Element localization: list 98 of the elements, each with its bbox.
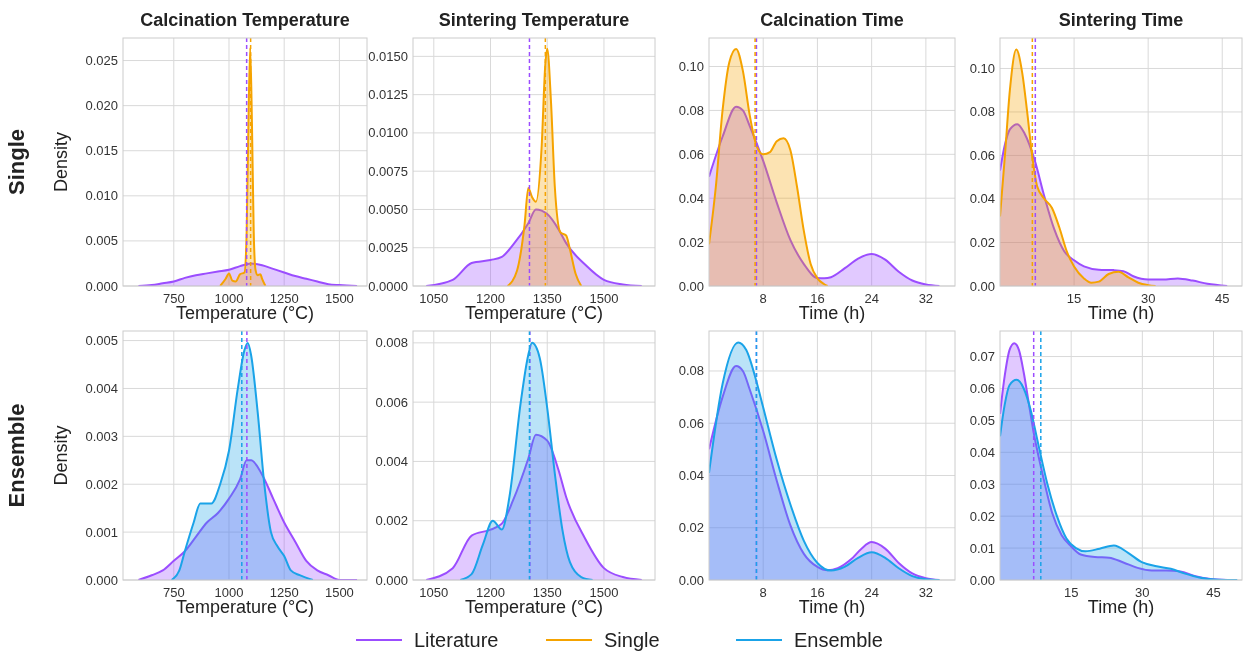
x-axis-title: Time (h) <box>1087 303 1155 323</box>
y-tick-label: 0.020 <box>85 98 118 114</box>
x-tick-label: 1500 <box>324 585 354 600</box>
y-tick-label: 0.005 <box>85 333 118 349</box>
y-tick-label: 0.06 <box>969 380 995 396</box>
x-tick-label: 30 <box>1140 291 1156 306</box>
y-tick-label: 0.000 <box>375 572 408 588</box>
x-tick-label: 1500 <box>589 291 619 306</box>
x-tick-label: 750 <box>162 291 185 306</box>
y-tick-label: 0.000 <box>85 278 118 294</box>
x-tick-label: 15 <box>1066 291 1082 306</box>
y-tick-label: 0.04 <box>969 444 995 460</box>
x-tick-label: 1200 <box>476 291 505 306</box>
y-tick-label: 0.02 <box>969 508 995 524</box>
y-tick-label: 0.015 <box>85 143 118 159</box>
y-tick-label: 0.002 <box>375 513 408 529</box>
y-tick-label: 0.0075 <box>368 163 408 179</box>
x-tick-label: 32 <box>918 585 934 600</box>
x-tick-label: 16 <box>810 585 825 600</box>
y-tick-label: 0.003 <box>85 428 118 444</box>
y-tick-label: 0.06 <box>678 146 704 162</box>
x-axis-title: Time (h) <box>1087 597 1155 617</box>
chart-title: Calcination Time <box>760 10 904 30</box>
y-tick-label: 0.03 <box>969 476 995 492</box>
chart-title: Sintering Time <box>1058 10 1184 30</box>
x-tick-label: 1050 <box>419 585 449 600</box>
x-tick-label: 1350 <box>532 585 562 600</box>
y-tick-label: 0.04 <box>678 190 704 206</box>
x-tick-label: 30 <box>1135 585 1150 600</box>
legend-label: Ensemble <box>794 629 883 651</box>
y-tick-label: 0.06 <box>969 147 995 163</box>
y-axis-title: Density <box>51 425 71 486</box>
y-tick-label: 0.0000 <box>368 278 408 294</box>
y-tick-label: 0.10 <box>969 60 995 76</box>
y-tick-label: 0.08 <box>678 102 704 118</box>
x-tick-label: 32 <box>918 291 934 306</box>
text: Ensemble <box>4 403 29 508</box>
y-tick-label: 0.08 <box>678 363 704 379</box>
y-tick-label: 0.008 <box>375 335 408 351</box>
x-axis-title: Time (h) <box>798 303 866 323</box>
y-tick-label: 0.001 <box>85 524 118 540</box>
y-tick-label: 0.01 <box>969 540 995 556</box>
x-tick-label: 1200 <box>476 585 505 600</box>
x-tick-label: 16 <box>810 291 825 306</box>
x-tick-label: 1000 <box>214 291 244 306</box>
x-axis-title: Temperature (°C) <box>175 597 315 617</box>
legend-label: Literature <box>414 629 499 651</box>
chart-title: Calcination Temperature <box>140 10 350 30</box>
y-tick-label: 0.00 <box>678 278 704 294</box>
y-tick-label: 0.04 <box>678 467 704 483</box>
y-tick-label: 0.02 <box>678 520 704 536</box>
x-tick-label: 1000 <box>214 585 244 600</box>
x-tick-label: 1350 <box>532 291 562 306</box>
y-tick-label: 0.005 <box>85 233 118 249</box>
y-tick-label: 0.00 <box>969 572 995 588</box>
y-tick-label: 0.05 <box>969 412 995 428</box>
y-tick-label: 0.0100 <box>368 125 408 141</box>
y-tick-label: 0.0150 <box>368 48 408 64</box>
y-tick-label: 0.0025 <box>368 240 408 256</box>
y-tick-label: 0.02 <box>678 234 704 250</box>
x-axis-title: Temperature (°C) <box>464 597 604 617</box>
x-axis-title: Temperature (°C) <box>175 303 315 323</box>
x-tick-label: 45 <box>1215 291 1230 306</box>
text: Single <box>4 128 29 196</box>
y-tick-label: 0.07 <box>969 349 995 365</box>
x-tick-label: 45 <box>1206 585 1221 600</box>
x-tick-label: 8 <box>759 291 767 306</box>
x-tick-label: 15 <box>1063 585 1079 600</box>
x-tick-label: 750 <box>162 585 185 600</box>
x-tick-label: 1250 <box>269 291 299 306</box>
y-tick-label: 0.0050 <box>368 201 408 217</box>
x-axis-title: Time (h) <box>798 597 866 617</box>
y-tick-label: 0.004 <box>85 380 118 396</box>
y-tick-label: 0.000 <box>85 572 118 588</box>
x-tick-label: 1050 <box>419 291 449 306</box>
y-tick-label: 0.10 <box>678 59 704 75</box>
y-axis-title: Density <box>51 131 71 193</box>
x-tick-label: 1250 <box>269 585 299 600</box>
y-tick-label: 0.002 <box>85 476 118 492</box>
y-tick-label: 0.010 <box>85 188 118 204</box>
y-tick-label: 0.00 <box>969 278 995 294</box>
legend-label: Single <box>604 629 660 651</box>
chart-title: Sintering Temperature <box>438 10 630 30</box>
x-tick-label: 1500 <box>324 291 354 306</box>
y-tick-label: 0.006 <box>375 394 408 410</box>
x-tick-label: 1500 <box>589 585 619 600</box>
y-tick-label: 0.00 <box>678 572 704 588</box>
y-tick-label: 0.06 <box>678 415 704 431</box>
y-tick-label: 0.08 <box>969 104 995 120</box>
x-axis-title: Temperature (°C) <box>464 303 604 323</box>
y-tick-label: 0.004 <box>375 453 408 469</box>
y-tick-label: 0.02 <box>969 234 995 250</box>
y-tick-label: 0.025 <box>85 53 118 69</box>
y-tick-label: 0.04 <box>969 191 995 207</box>
x-tick-label: 8 <box>759 585 767 600</box>
x-tick-label: 24 <box>864 291 879 306</box>
y-tick-label: 0.0125 <box>368 87 408 103</box>
x-tick-label: 24 <box>864 585 879 600</box>
